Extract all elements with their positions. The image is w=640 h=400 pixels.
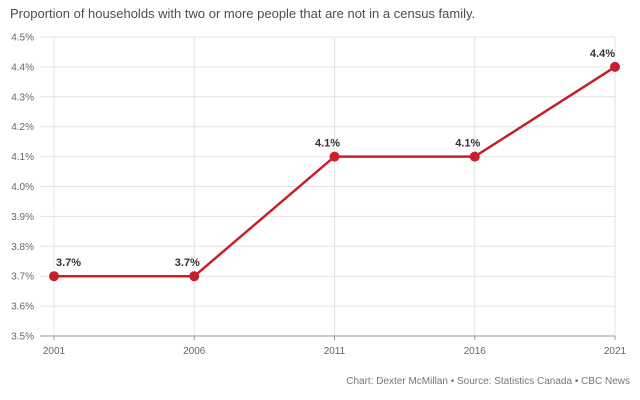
y-tick-label: 4.2% — [11, 122, 34, 133]
y-tick-label: 4.4% — [11, 62, 34, 73]
x-tick-label: 2021 — [604, 346, 627, 357]
y-tick-label: 4.5% — [11, 33, 34, 44]
axes: 3.5% 3.6% 3.7% 3.8% 3.9% 4.0% 4.1% 4.2% 4.3% 4.4%… — [11, 33, 626, 358]
y-tick-label: 4.1% — [11, 152, 34, 163]
data-label: 3.7% — [56, 257, 81, 269]
x-tick-label: 2016 — [464, 346, 487, 357]
data-point — [189, 271, 200, 282]
x-tick-label: 2006 — [183, 346, 206, 357]
y-tick-label: 4.3% — [11, 92, 34, 103]
data-point — [469, 151, 480, 162]
data-label: 4.1% — [455, 138, 480, 150]
series — [49, 61, 620, 282]
data-label: 4.1% — [315, 138, 340, 150]
grid-lines — [40, 36, 616, 337]
data-labels: 3.7% 3.7% 4.1% 4.1% 4.4% — [56, 48, 615, 269]
y-tick-label: 3.9% — [11, 212, 34, 223]
y-tick-label: 3.8% — [11, 242, 34, 253]
data-point — [329, 151, 340, 162]
data-point — [610, 61, 620, 72]
y-tick-label: 3.6% — [11, 302, 34, 313]
x-tick-label: 2001 — [43, 346, 66, 357]
y-tick-label: 4.0% — [11, 182, 34, 193]
x-tick-label: 2011 — [324, 346, 346, 357]
chart-credit: Chart: Dexter McMillan • Source: Statist… — [346, 376, 630, 387]
chart-title: Proportion of households with two or mor… — [10, 6, 476, 21]
y-tick-label: 3.7% — [11, 272, 34, 283]
data-label: 3.7% — [175, 257, 200, 269]
data-point — [49, 271, 59, 282]
data-label: 4.4% — [590, 48, 615, 60]
y-tick-label: 3.5% — [11, 332, 34, 343]
